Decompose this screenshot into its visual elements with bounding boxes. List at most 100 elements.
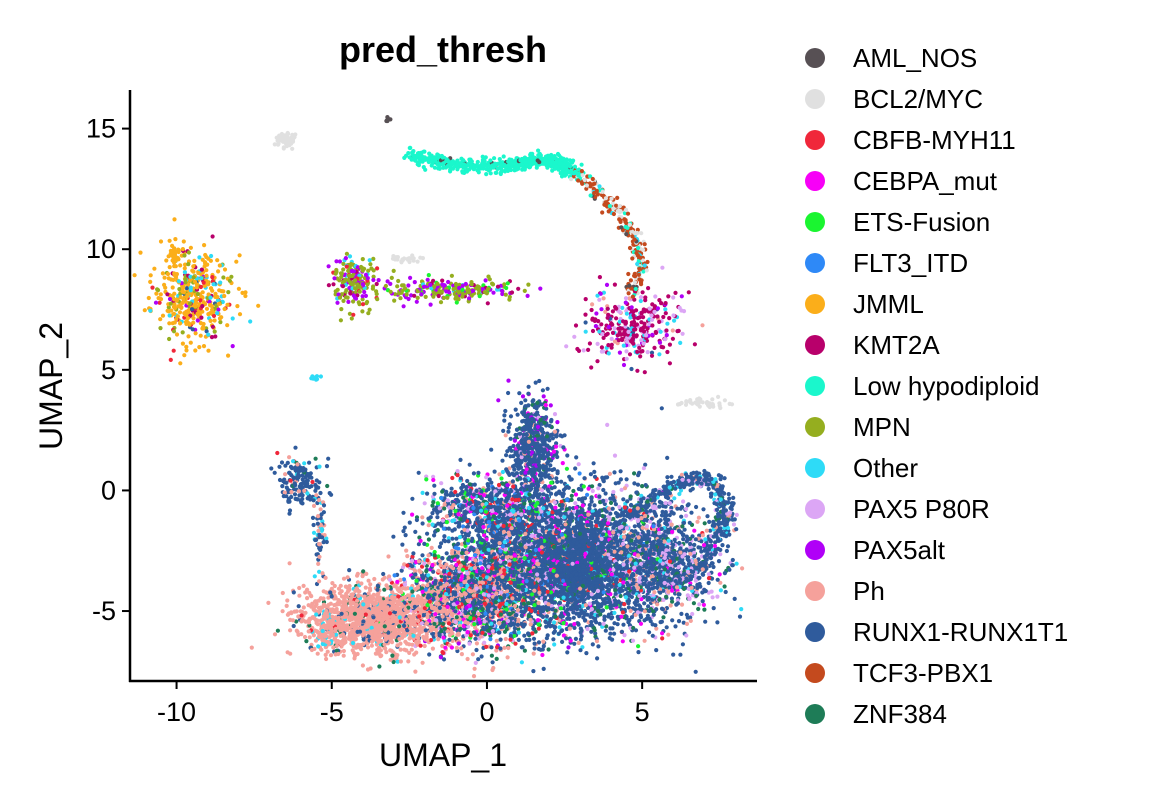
data-point — [526, 384, 531, 389]
data-point — [455, 469, 460, 474]
data-point — [626, 271, 631, 277]
data-point — [671, 652, 676, 657]
data-point — [555, 479, 560, 484]
data-point — [212, 318, 217, 323]
data-point — [180, 341, 185, 346]
data-point — [588, 472, 594, 477]
data-point — [548, 403, 553, 408]
data-point — [647, 630, 652, 635]
data-point — [428, 302, 433, 307]
data-point — [454, 536, 459, 541]
data-point — [426, 537, 431, 542]
data-point — [421, 165, 426, 170]
data-point — [634, 490, 639, 495]
data-point — [420, 564, 425, 569]
data-point — [501, 428, 506, 433]
data-point — [479, 654, 484, 659]
data-point — [599, 322, 604, 327]
data-point — [455, 473, 460, 478]
data-point — [711, 606, 716, 611]
data-point — [316, 644, 321, 649]
data-point — [505, 655, 510, 660]
data-point — [583, 329, 588, 334]
data-point — [610, 201, 615, 206]
data-point — [326, 283, 331, 288]
data-point — [725, 544, 731, 549]
data-point — [381, 571, 386, 577]
data-point — [696, 606, 701, 612]
data-point — [427, 151, 432, 156]
data-point — [413, 529, 418, 535]
data-point — [293, 445, 298, 450]
data-point — [506, 429, 511, 434]
data-point — [586, 347, 591, 352]
data-point — [659, 513, 665, 518]
data-point — [341, 576, 347, 581]
data-point — [489, 653, 494, 658]
data-point — [193, 348, 198, 353]
data-point — [266, 600, 271, 606]
data-point — [416, 542, 421, 547]
data-point — [677, 491, 682, 497]
data-point — [402, 525, 407, 530]
data-point — [230, 316, 235, 321]
data-point — [718, 588, 724, 593]
data-point — [592, 503, 597, 508]
data-point — [737, 614, 743, 619]
data-point — [642, 601, 647, 606]
data-point — [226, 353, 231, 358]
data-point — [277, 464, 282, 469]
data-point — [628, 278, 634, 283]
data-point — [597, 297, 602, 302]
data-point — [324, 656, 329, 662]
data-point — [487, 477, 492, 482]
data-point — [290, 146, 295, 151]
data-point — [219, 289, 224, 294]
data-point — [722, 584, 727, 589]
data-point — [525, 293, 530, 298]
data-point — [551, 637, 556, 642]
data-point — [404, 548, 409, 553]
data-point — [704, 528, 709, 533]
data-point — [710, 561, 715, 566]
data-point — [701, 602, 707, 608]
data-point — [287, 470, 292, 475]
data-point — [392, 298, 397, 303]
data-point — [310, 515, 316, 521]
data-point — [696, 515, 702, 520]
data-point — [590, 302, 595, 307]
data-point — [422, 501, 427, 506]
data-point — [408, 275, 413, 280]
data-point — [691, 601, 697, 606]
data-point — [673, 624, 678, 629]
data-point — [400, 542, 405, 547]
data-point — [624, 477, 629, 482]
data-point — [464, 555, 469, 560]
data-point — [561, 445, 566, 450]
data-point — [540, 388, 546, 393]
data-point — [181, 239, 186, 244]
data-point — [285, 598, 290, 603]
data-point — [645, 350, 650, 355]
data-point — [446, 279, 451, 285]
data-point — [522, 633, 527, 638]
data-point — [360, 663, 365, 668]
data-point — [688, 488, 693, 493]
data-point — [152, 266, 157, 271]
data-point — [612, 453, 618, 458]
data-point — [221, 275, 226, 280]
data-point — [420, 521, 425, 526]
data-point — [638, 354, 643, 359]
data-point — [170, 285, 175, 290]
data-point — [341, 267, 346, 272]
data-point — [313, 638, 319, 643]
data-point — [596, 486, 601, 491]
data-point — [157, 300, 162, 305]
data-point — [415, 259, 420, 264]
data-point — [638, 298, 643, 304]
data-point — [565, 453, 570, 458]
data-point — [532, 646, 537, 651]
data-point — [679, 602, 685, 607]
data-point — [226, 290, 231, 295]
data-point — [636, 650, 641, 655]
